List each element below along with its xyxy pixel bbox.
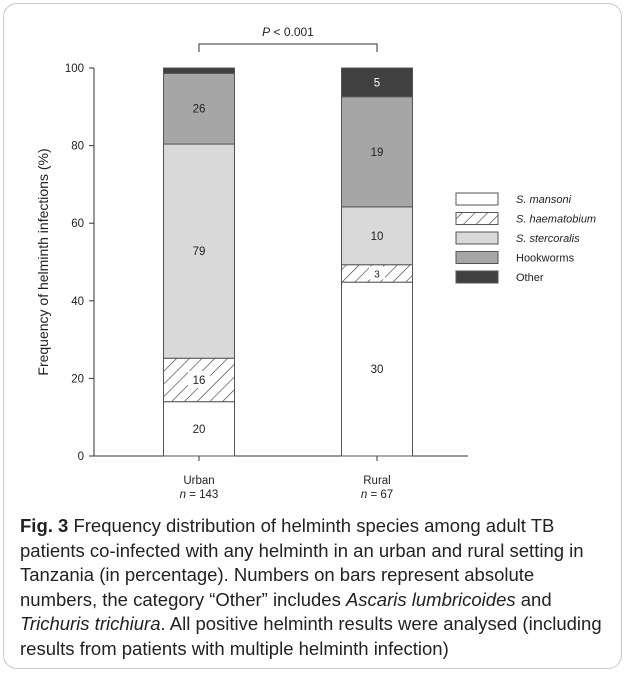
- figure-caption: Fig. 3 Frequency distribution of helmint…: [20, 514, 616, 661]
- data-label: 10: [371, 231, 384, 243]
- x-sample-size-label: n = 67: [361, 489, 393, 501]
- x-tick-label: Rural: [363, 475, 390, 487]
- data-label-bg: [366, 142, 388, 160]
- bar-segment: [163, 67, 235, 74]
- data-label-bg: [366, 226, 388, 244]
- caption-species-name: Trichuris trichiura: [20, 613, 161, 634]
- data-label-bg: [188, 99, 210, 117]
- y-tick-label: 100: [65, 63, 84, 75]
- y-tick-label: 80: [71, 141, 84, 153]
- legend-label: Hookworms: [516, 253, 575, 265]
- y-tick-label: 40: [71, 296, 84, 308]
- stacked-bar-chart: 0 20 40 60 80 100 Frequency of helminth infect…: [35, 25, 596, 501]
- significance-bracket: [198, 43, 378, 52]
- y-tick-label: 0: [78, 451, 84, 463]
- data-label-bg: [188, 419, 210, 437]
- data-label: 3: [374, 269, 380, 280]
- x-sample-size-label: n = 143: [180, 489, 219, 501]
- legend-label: Other: [516, 272, 544, 284]
- data-label-bg: [188, 242, 210, 260]
- caption-text-part: . All positive helminth results were ana…: [20, 613, 602, 659]
- caption-text: Frequency distribution of helminth speci…: [20, 515, 602, 659]
- caption-label: Fig. 3: [20, 515, 69, 536]
- data-label: 30: [371, 364, 384, 376]
- data-label-bg: [188, 370, 210, 388]
- legend-swatch: [455, 192, 499, 206]
- significance-label: P < 0.001: [262, 25, 314, 39]
- data-label: 20: [193, 424, 206, 436]
- data-label-bg: [369, 266, 385, 280]
- figure-frame: [3, 3, 622, 669]
- legend-label: S. stercoralis: [516, 233, 580, 245]
- legend-swatch: [455, 212, 499, 225]
- data-label-bg: [366, 73, 388, 91]
- caption-text-part: Frequency distribution of helminth speci…: [20, 515, 584, 610]
- data-label: 5: [374, 77, 380, 89]
- x-tick-label: Urban: [183, 475, 214, 487]
- legend-swatch: [455, 251, 499, 264]
- caption-species-name: Ascaris lumbricoides: [345, 588, 516, 610]
- legend-swatch: [455, 231, 499, 245]
- caption-text-part: and: [515, 588, 552, 610]
- data-label: 16: [193, 375, 206, 387]
- data-label: 26: [193, 104, 206, 116]
- y-axis-label: Frequency of helminth infections (%): [35, 148, 51, 375]
- legend-label: S. mansoni: [516, 194, 572, 206]
- data-label: 19: [371, 147, 384, 159]
- data-label: 79: [193, 246, 206, 258]
- data-label-bg: [366, 360, 388, 378]
- y-tick-label: 20: [71, 373, 84, 385]
- legend-swatch: [455, 270, 499, 284]
- y-tick-label: 60: [71, 218, 84, 230]
- legend-label: S. haematobium: [516, 214, 596, 226]
